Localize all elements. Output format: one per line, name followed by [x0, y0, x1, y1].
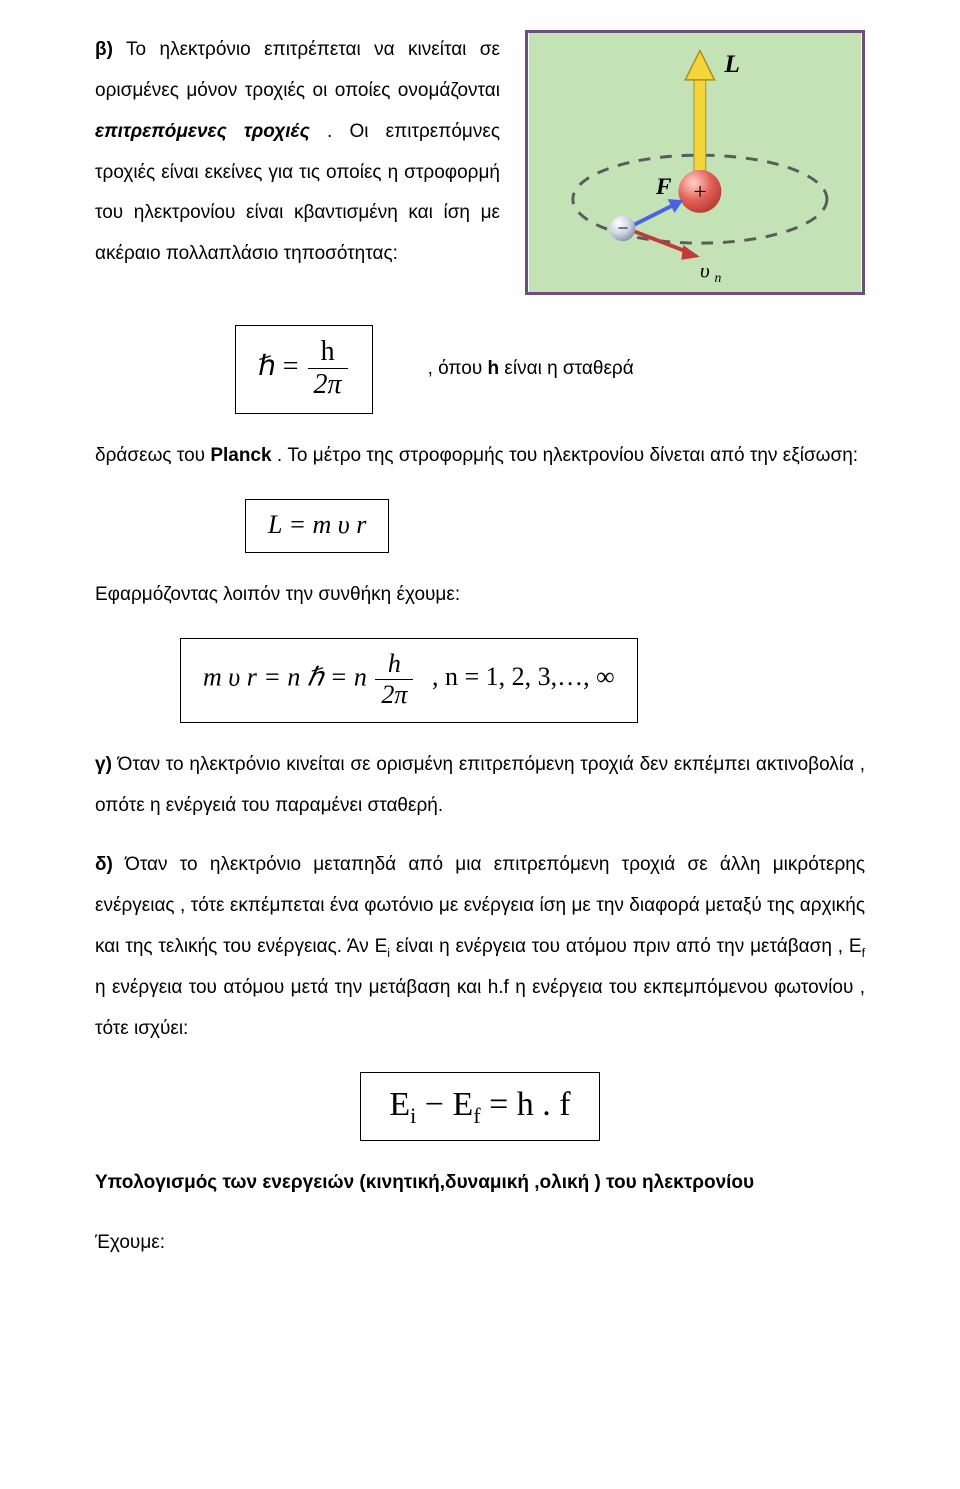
formula-hbar-row: ℏ = h 2π , όπου h είναι η σταθερά — [235, 325, 865, 414]
page: β) Το ηλεκτρόνιο επιτρέπεται να κινείται… — [0, 0, 960, 1489]
lead-gamma: γ) — [95, 754, 112, 775]
lead-b: β) — [95, 39, 113, 60]
formula-quant-row: m υ r = n ℏ = n h 2π , n = 1, 2, 3,…, ∞ — [180, 638, 865, 723]
ef-sub: f — [862, 946, 865, 960]
formula-L: L = m υ r — [245, 499, 389, 553]
formula-L-row: L = m υ r — [245, 499, 865, 553]
E-minus: − — [425, 1086, 453, 1123]
hbar-num: h — [308, 336, 348, 369]
hbar-lhs: ℏ = — [258, 351, 299, 382]
hbar-note: , όπου h είναι η σταθερά — [428, 349, 634, 390]
ei-sub: i — [387, 946, 390, 960]
fq-frac: h 2π — [375, 649, 413, 710]
label-u-sub: n — [715, 270, 722, 285]
hbar-note-a: , όπου — [428, 358, 488, 379]
fq-a: m υ r = n ℏ = n — [203, 662, 367, 691]
E-a: Ε — [389, 1086, 410, 1123]
E-f: f — [473, 1102, 480, 1127]
bohr-svg: L + — [528, 33, 862, 292]
p1-emph: επιτρεπόμενες τροχιές — [95, 121, 310, 142]
nucleus-plus: + — [692, 179, 708, 205]
delta-b: είναι η ενέργεια του ατόμου πριν από την… — [396, 936, 862, 957]
top-row: β) Το ηλεκτρόνιο επιτρέπεται να κινείται… — [95, 30, 865, 295]
planck-c: . Το μέτρο της στροφορμής του ηλεκτρονίο… — [277, 445, 858, 466]
planck-a: δράσεως του — [95, 445, 210, 466]
fq-b: , n = 1, 2, 3,…, ∞ — [432, 662, 615, 691]
delta-c: η ενέργεια του ατόμου μετά την μετάβαση … — [95, 977, 865, 1039]
label-u: υ — [700, 258, 710, 282]
hbar-den: 2π — [308, 369, 348, 401]
paragraph-delta: δ) Όταν το ηλεκτρόνιο μεταπηδά από μια ε… — [95, 845, 865, 1049]
formula-E-row: Εi − Εf = h . f — [95, 1072, 865, 1141]
formula-quant: m υ r = n ℏ = n h 2π , n = 1, 2, 3,…, ∞ — [180, 638, 638, 723]
hbar-note-b: h — [488, 358, 500, 379]
gamma-text: Όταν το ηλεκτρόνιο κινείται σε ορισμένη … — [95, 754, 865, 816]
E-i: i — [410, 1102, 416, 1127]
fq-den: 2π — [375, 680, 413, 710]
formula-E: Εi − Εf = h . f — [360, 1072, 599, 1141]
electron-minus: − — [616, 218, 629, 239]
section-title: Υπολογισμός των ενεργειών (κινητική,δυνα… — [95, 1163, 865, 1204]
E-b: Ε — [452, 1086, 473, 1123]
label-L: L — [723, 50, 740, 78]
apply-line: Εφαρμόζοντας λοιπόν την συνθήκη έχουμε: — [95, 575, 865, 616]
p1-b: . Οι επιτρεπόμνες τροχιές είναι εκείνες … — [95, 121, 500, 265]
fq-num: h — [375, 649, 413, 680]
planck-b: Planck — [210, 445, 271, 466]
p1-a: Το ηλεκτρόνιο επιτρέπεται να κινείται σε… — [95, 39, 500, 101]
have-line: Έχουμε: — [95, 1223, 865, 1264]
hbar-note-c: είναι η σταθερά — [504, 358, 633, 379]
paragraph-gamma: γ) Όταν το ηλεκτρόνιο κινείται σε ορισμέ… — [95, 745, 865, 827]
bohr-figure: L + — [525, 30, 865, 295]
label-F: F — [655, 174, 672, 200]
planck-line: δράσεως του Planck . Το μέτρο της στροφο… — [95, 436, 865, 477]
E-rhs: = h . f — [489, 1086, 571, 1123]
lead-delta: δ) — [95, 854, 113, 875]
hbar-frac: h 2π — [308, 336, 348, 401]
formula-hbar: ℏ = h 2π — [235, 325, 373, 414]
paragraph-b: β) Το ηλεκτρόνιο επιτρέπεται να κινείται… — [95, 30, 500, 275]
